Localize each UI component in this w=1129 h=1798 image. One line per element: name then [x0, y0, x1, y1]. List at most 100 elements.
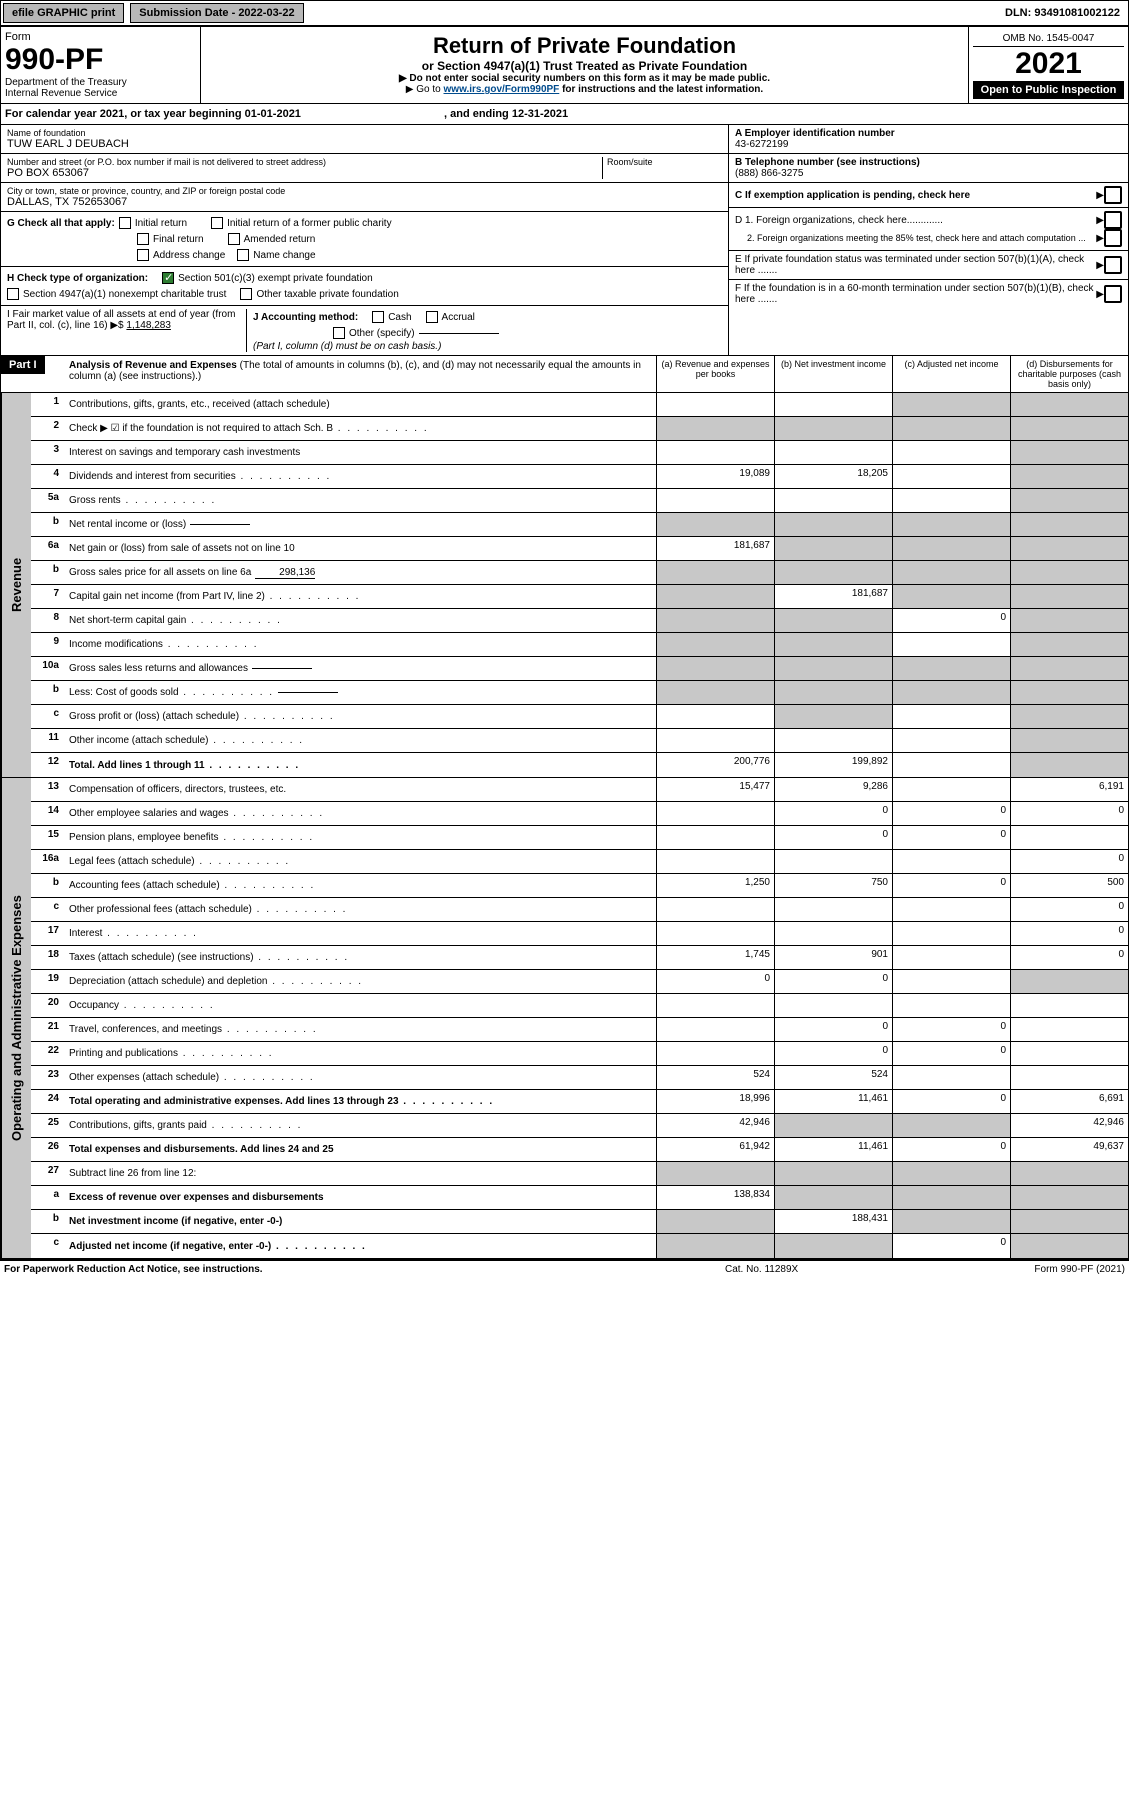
line-description: Contributions, gifts, grants, etc., rece… [65, 393, 656, 416]
amount-cell [1010, 1162, 1128, 1185]
addr-label: Number and street (or P.O. box number if… [7, 157, 602, 167]
amount-cell: 524 [774, 1066, 892, 1089]
amount-cell: 61,942 [656, 1138, 774, 1161]
irs-label: Internal Revenue Service [5, 88, 196, 99]
h-opt-1: Section 501(c)(3) exempt private foundat… [178, 273, 373, 284]
table-row: bAccounting fees (attach schedule)1,2507… [31, 874, 1128, 898]
e-checkbox[interactable] [1104, 256, 1122, 274]
line-description: Contributions, gifts, grants paid [65, 1114, 656, 1137]
efile-print-button[interactable]: efile GRAPHIC print [3, 3, 124, 23]
dept-label: Department of the Treasury [5, 77, 196, 88]
arrow-icon: ▶ [1096, 260, 1104, 271]
line-number: b [31, 513, 65, 536]
line-description: Less: Cost of goods sold [65, 681, 656, 704]
name-change-checkbox[interactable] [237, 249, 249, 261]
line-description: Total expenses and disbursements. Add li… [65, 1138, 656, 1161]
omb-number: OMB No. 1545-0047 [973, 31, 1124, 47]
line-description: Net investment income (if negative, ente… [65, 1210, 656, 1233]
amount-cell [656, 898, 774, 921]
table-row: 7Capital gain net income (from Part IV, … [31, 585, 1128, 609]
line-description: Other expenses (attach schedule) [65, 1066, 656, 1089]
other-method-checkbox[interactable] [333, 327, 345, 339]
amount-cell: 524 [656, 1066, 774, 1089]
amount-cell [892, 489, 1010, 512]
amount-cell [1010, 393, 1128, 416]
amount-cell [1010, 705, 1128, 728]
4947a1-checkbox[interactable] [7, 288, 19, 300]
amended-return-checkbox[interactable] [228, 233, 240, 245]
line-description: Travel, conferences, and meetings [65, 1018, 656, 1041]
amount-cell [656, 441, 774, 464]
i-label: I Fair market value of all assets at end… [7, 309, 235, 331]
amount-cell [656, 393, 774, 416]
501c3-checkbox[interactable] [162, 272, 174, 284]
line-description: Net gain or (loss) from sale of assets n… [65, 537, 656, 560]
amount-cell: 11,461 [774, 1138, 892, 1161]
amount-cell [892, 1186, 1010, 1209]
cash-checkbox[interactable] [372, 311, 384, 323]
irs-link[interactable]: www.irs.gov/Form990PF [444, 84, 560, 95]
other-taxable-checkbox[interactable] [240, 288, 252, 300]
initial-return-former-checkbox[interactable] [211, 217, 223, 229]
line-number: a [31, 1186, 65, 1209]
initial-return-checkbox[interactable] [119, 217, 131, 229]
f-checkbox[interactable] [1104, 285, 1122, 303]
form-word: Form [5, 31, 196, 43]
amount-cell [892, 585, 1010, 608]
amount-cell: 0 [892, 874, 1010, 897]
amount-cell [1010, 994, 1128, 1017]
instruction-1: ▶ Do not enter social security numbers o… [207, 73, 962, 84]
d2-checkbox[interactable] [1104, 229, 1122, 247]
col-a-header: (a) Revenue and expenses per books [656, 356, 774, 392]
amount-cell [656, 417, 774, 440]
g-opt-1: Initial return of a former public charit… [227, 218, 392, 229]
amount-cell [774, 1186, 892, 1209]
a-label: A Employer identification number [735, 128, 1122, 139]
final-return-checkbox[interactable] [137, 233, 149, 245]
d2-label: 2. Foreign organizations meeting the 85%… [735, 233, 1096, 243]
arrow-icon: ▶ [1096, 233, 1104, 244]
line-number: c [31, 1234, 65, 1258]
amount-cell [656, 681, 774, 704]
table-row: cAdjusted net income (if negative, enter… [31, 1234, 1128, 1258]
address-change-checkbox[interactable] [137, 249, 149, 261]
amount-cell [1010, 633, 1128, 656]
line-number: 5a [31, 489, 65, 512]
inline-amount [190, 524, 250, 525]
amount-cell [892, 753, 1010, 777]
table-row: 27Subtract line 26 from line 12: [31, 1162, 1128, 1186]
amount-cell: 42,946 [1010, 1114, 1128, 1137]
amount-cell: 200,776 [656, 753, 774, 777]
g-label: G Check all that apply: [7, 218, 115, 229]
amount-cell: 49,637 [1010, 1138, 1128, 1161]
line-number: 4 [31, 465, 65, 488]
amount-cell: 0 [1010, 898, 1128, 921]
line-number: 22 [31, 1042, 65, 1065]
table-row: 5aGross rents [31, 489, 1128, 513]
g-opt-0: Initial return [135, 218, 187, 229]
line-description: Check ▶ ☑ if the foundation is not requi… [65, 417, 656, 440]
d1-checkbox[interactable] [1104, 211, 1122, 229]
amount-cell [656, 1162, 774, 1185]
line-number: 8 [31, 609, 65, 632]
amount-cell [1010, 729, 1128, 752]
arrow-icon: ▶ [1096, 289, 1104, 300]
amount-cell: 18,996 [656, 1090, 774, 1113]
accrual-checkbox[interactable] [426, 311, 438, 323]
instruction-2: ▶ Go to www.irs.gov/Form990PF for instru… [207, 84, 962, 95]
amount-cell [1010, 489, 1128, 512]
line-description: Gross rents [65, 489, 656, 512]
line-number: 3 [31, 441, 65, 464]
form-header: Form 990-PF Department of the Treasury I… [0, 26, 1129, 104]
line-number: 13 [31, 778, 65, 801]
table-row: 4Dividends and interest from securities1… [31, 465, 1128, 489]
phone-value: (888) 866-3275 [735, 168, 1122, 179]
amount-cell [656, 802, 774, 825]
table-row: 22Printing and publications00 [31, 1042, 1128, 1066]
c-label: C If exemption application is pending, c… [735, 190, 1096, 201]
amount-cell [656, 513, 774, 536]
amount-cell [892, 465, 1010, 488]
part1-badge: Part I [1, 356, 45, 374]
expenses-section: Operating and Administrative Expenses 13… [0, 778, 1129, 1259]
c-checkbox[interactable] [1104, 186, 1122, 204]
